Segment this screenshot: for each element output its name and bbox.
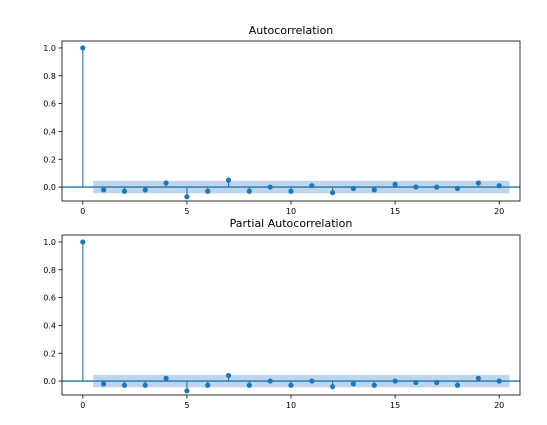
marker-lag-13	[350, 185, 357, 192]
y-tick-label: 0.6	[43, 294, 56, 303]
marker-lag-1	[101, 381, 107, 387]
marker-lag-16	[413, 379, 419, 386]
y-tick-label: 0.8	[43, 266, 56, 275]
marker-lag-13	[350, 381, 357, 387]
y-tick-label: 0.4	[43, 127, 56, 136]
marker-lag-7	[225, 177, 232, 183]
y-tick-label: 0.6	[43, 100, 56, 109]
x-tick-label: 0	[80, 401, 85, 410]
x-tick-label: 15	[390, 401, 400, 410]
marker-lag-3	[142, 382, 148, 388]
marker-lag-19	[475, 375, 481, 381]
marker-lag-6	[205, 188, 211, 194]
marker-lag-18	[454, 382, 461, 388]
marker-lag-17	[434, 379, 440, 386]
y-tick-label: 0.4	[43, 321, 56, 330]
marker-lag-3	[142, 187, 148, 193]
marker-lag-12	[330, 384, 336, 390]
marker-lag-14	[371, 382, 377, 388]
marker-lag-15	[392, 181, 398, 187]
marker-lag-18	[454, 185, 461, 192]
marker-lag-11	[309, 183, 315, 189]
marker-lag-6	[205, 382, 211, 388]
marker-lag-9	[267, 378, 273, 384]
marker-lag-9	[267, 184, 273, 190]
y-tick-label: 1.0	[43, 44, 56, 53]
axes-frame	[61, 234, 521, 396]
marker-lag-2	[121, 188, 128, 194]
marker-lag-17	[434, 184, 440, 190]
marker-lag-2	[121, 382, 128, 388]
marker-lag-16	[413, 184, 419, 190]
chart-title: Partial Autocorrelation	[230, 217, 353, 230]
partial-autocorrelation-panel: Partial Autocorrelation 0.0 0.2 0.4 0.6 0.8 1.…	[43, 217, 521, 410]
y-tick-label: 0.2	[43, 155, 56, 164]
y-tick-label: 0.8	[43, 72, 56, 81]
autocorrelation-panel: Autocorrelation 0.0 0.2 0.4 0.6 0.8 1.0 0 5 10 15 2…	[43, 24, 521, 216]
chart-title: Autocorrelation	[249, 24, 334, 37]
marker-lag-0	[80, 239, 86, 245]
marker-lag-10	[288, 188, 294, 194]
marker-lag-8	[246, 382, 252, 388]
x-tick-label: 5	[184, 207, 189, 216]
x-tick-label: 10	[286, 401, 296, 410]
marker-lag-4	[163, 180, 169, 186]
marker-lag-20	[496, 378, 502, 384]
marker-lag-20	[496, 183, 502, 189]
marker-lag-11	[309, 378, 315, 384]
x-tick-label: 15	[390, 207, 400, 216]
marker-lag-10	[288, 382, 294, 388]
marker-lag-8	[246, 188, 252, 194]
x-tick-label: 20	[494, 401, 504, 410]
marker-lag-15	[392, 378, 398, 384]
marker-lag-5	[184, 388, 190, 394]
marker-lag-5	[184, 194, 190, 200]
y-tick-label: 1.0	[43, 238, 56, 247]
x-tick-label: 20	[494, 207, 504, 216]
x-tick-label: 10	[286, 207, 296, 216]
y-tick-label: 0.2	[43, 349, 56, 358]
marker-lag-0	[80, 45, 86, 51]
marker-lag-4	[163, 375, 169, 381]
marker-lag-12	[330, 190, 336, 196]
marker-lag-1	[101, 187, 107, 193]
axes-frame	[61, 40, 521, 202]
y-tick-label: 0.0	[43, 377, 56, 386]
marker-lag-19	[475, 180, 481, 186]
x-tick-label: 0	[80, 207, 85, 216]
marker-lag-14	[371, 187, 377, 193]
y-tick-label: 0.0	[43, 183, 56, 192]
marker-lag-7	[225, 372, 232, 379]
x-tick-label: 5	[184, 401, 189, 410]
